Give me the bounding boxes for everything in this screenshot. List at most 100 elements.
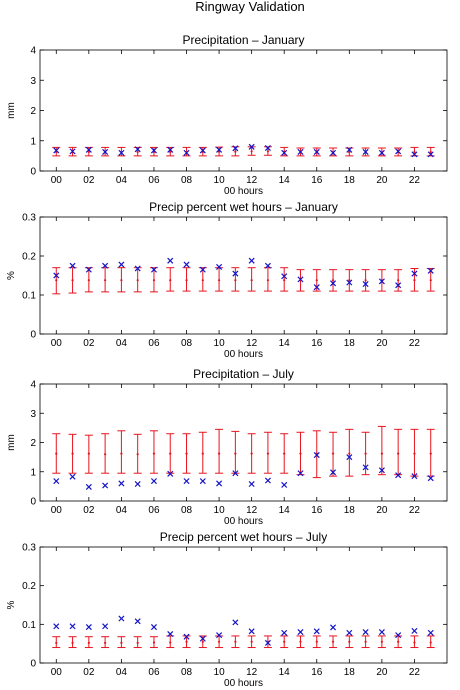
- observed-x-marker: [264, 144, 271, 152]
- observed-x-marker: [134, 146, 141, 153]
- axes-frame: [39, 546, 448, 664]
- marker-stroke: [297, 629, 304, 636]
- figure-title: Ringway Validation: [195, 0, 305, 14]
- mean-point: [331, 279, 335, 282]
- marker-stroke: [69, 148, 76, 155]
- marker-stroke: [167, 257, 174, 264]
- marker-stroke: [264, 639, 271, 646]
- mean-point: [413, 641, 416, 644]
- marker-stroke: [362, 148, 369, 155]
- y-axis-label: %: [6, 600, 17, 609]
- x-tick-label: 00: [51, 175, 63, 186]
- mean-point: [250, 279, 253, 282]
- marker-stroke: [118, 480, 125, 487]
- observed-x-marker: [69, 262, 76, 269]
- x-tick-label: 16: [311, 667, 323, 678]
- x-tick-label: 22: [409, 667, 421, 678]
- marker-stroke: [167, 470, 174, 477]
- y-axis-label: mm: [6, 102, 17, 119]
- mean-point: [87, 279, 90, 282]
- x-tick-label: 02: [83, 505, 95, 516]
- observed-x-marker: [427, 151, 434, 158]
- observed-x-marker: [134, 618, 141, 625]
- mean-point: [104, 641, 107, 644]
- marker-stroke: [216, 480, 223, 487]
- observed-x-marker: [346, 146, 353, 153]
- mean-point: [152, 641, 156, 644]
- marker-stroke: [248, 481, 255, 488]
- marker-stroke: [118, 615, 125, 622]
- observed-x-marker: [378, 149, 385, 156]
- y-axis-label: mm: [6, 434, 17, 451]
- marker-stroke: [183, 633, 190, 640]
- marker-stroke: [395, 282, 402, 289]
- marker-stroke: [69, 262, 76, 269]
- chart-panel-4: Precip percent wet hours – July 0 0.1 0.2 0.…: [6, 530, 448, 689]
- mean-point: [266, 150, 270, 153]
- x-tick-label: 08: [181, 338, 193, 349]
- observed-x-marker: [330, 280, 337, 287]
- mean-point: [348, 452, 351, 455]
- marker-stroke: [264, 144, 271, 152]
- marker-stroke: [248, 628, 255, 635]
- mean-point: [364, 452, 367, 455]
- x-tick-label: 04: [116, 667, 128, 678]
- observed-x-marker: [395, 632, 402, 639]
- panel-title: Precip percent wet hours – July: [160, 530, 327, 544]
- marker-stroke: [85, 266, 92, 273]
- observed-x-marker: [330, 469, 337, 476]
- marker-stroke: [199, 478, 206, 485]
- observed-x-marker: [85, 146, 92, 153]
- observed-x-marker: [248, 481, 255, 488]
- x-axis-label: 00 hours: [224, 516, 263, 527]
- mean-point: [331, 640, 335, 643]
- x-tick-label: 06: [148, 175, 160, 186]
- mean-point: [120, 279, 123, 282]
- observed-x-marker: [395, 148, 402, 155]
- mean-point: [185, 452, 188, 455]
- observed-x-marker: [378, 629, 385, 636]
- marker-stroke: [134, 481, 141, 488]
- x-tick-label: 18: [344, 667, 356, 678]
- marker-stroke: [346, 629, 353, 636]
- y-tick-label: 3: [30, 409, 36, 420]
- x-tick-label: 16: [311, 175, 323, 186]
- y-tick-label: 0.3: [22, 543, 36, 554]
- marker-stroke: [427, 267, 434, 274]
- y-tick-label: 0.1: [22, 620, 36, 631]
- mean-point: [348, 640, 351, 643]
- mean-point: [429, 452, 432, 455]
- x-tick-label: 02: [83, 667, 95, 678]
- mean-point: [169, 641, 172, 644]
- marker-stroke: [248, 257, 255, 264]
- mean-point: [169, 452, 172, 455]
- x-tick-label: 12: [246, 338, 258, 349]
- observed-x-marker: [313, 628, 320, 635]
- marker-stroke: [199, 147, 206, 154]
- marker-stroke: [427, 629, 434, 636]
- x-tick-label: 22: [409, 175, 421, 186]
- observed-x-marker: [346, 454, 353, 461]
- y-tick-label: 2: [30, 438, 36, 449]
- marker-stroke: [134, 618, 141, 625]
- observed-x-marker: [232, 619, 239, 626]
- mean-point: [250, 150, 253, 153]
- mean-point: [71, 641, 74, 644]
- observed-x-marker: [85, 483, 92, 490]
- x-axis-label: 00 hours: [224, 349, 263, 360]
- x-tick-label: 02: [83, 175, 95, 186]
- marker-stroke: [150, 266, 157, 273]
- mean-point: [71, 279, 74, 282]
- observed-x-marker: [183, 149, 190, 156]
- observed-x-marker: [85, 624, 92, 631]
- observed-x-marker: [150, 478, 157, 485]
- marker-stroke: [183, 478, 190, 485]
- mean-point: [250, 640, 253, 643]
- marker-stroke: [53, 478, 60, 485]
- observed-x-marker: [183, 633, 190, 640]
- observed-x-marker: [248, 628, 255, 635]
- marker-stroke: [313, 148, 320, 155]
- marker-stroke: [281, 273, 288, 280]
- mean-point: [397, 279, 400, 282]
- observed-x-marker: [395, 282, 402, 289]
